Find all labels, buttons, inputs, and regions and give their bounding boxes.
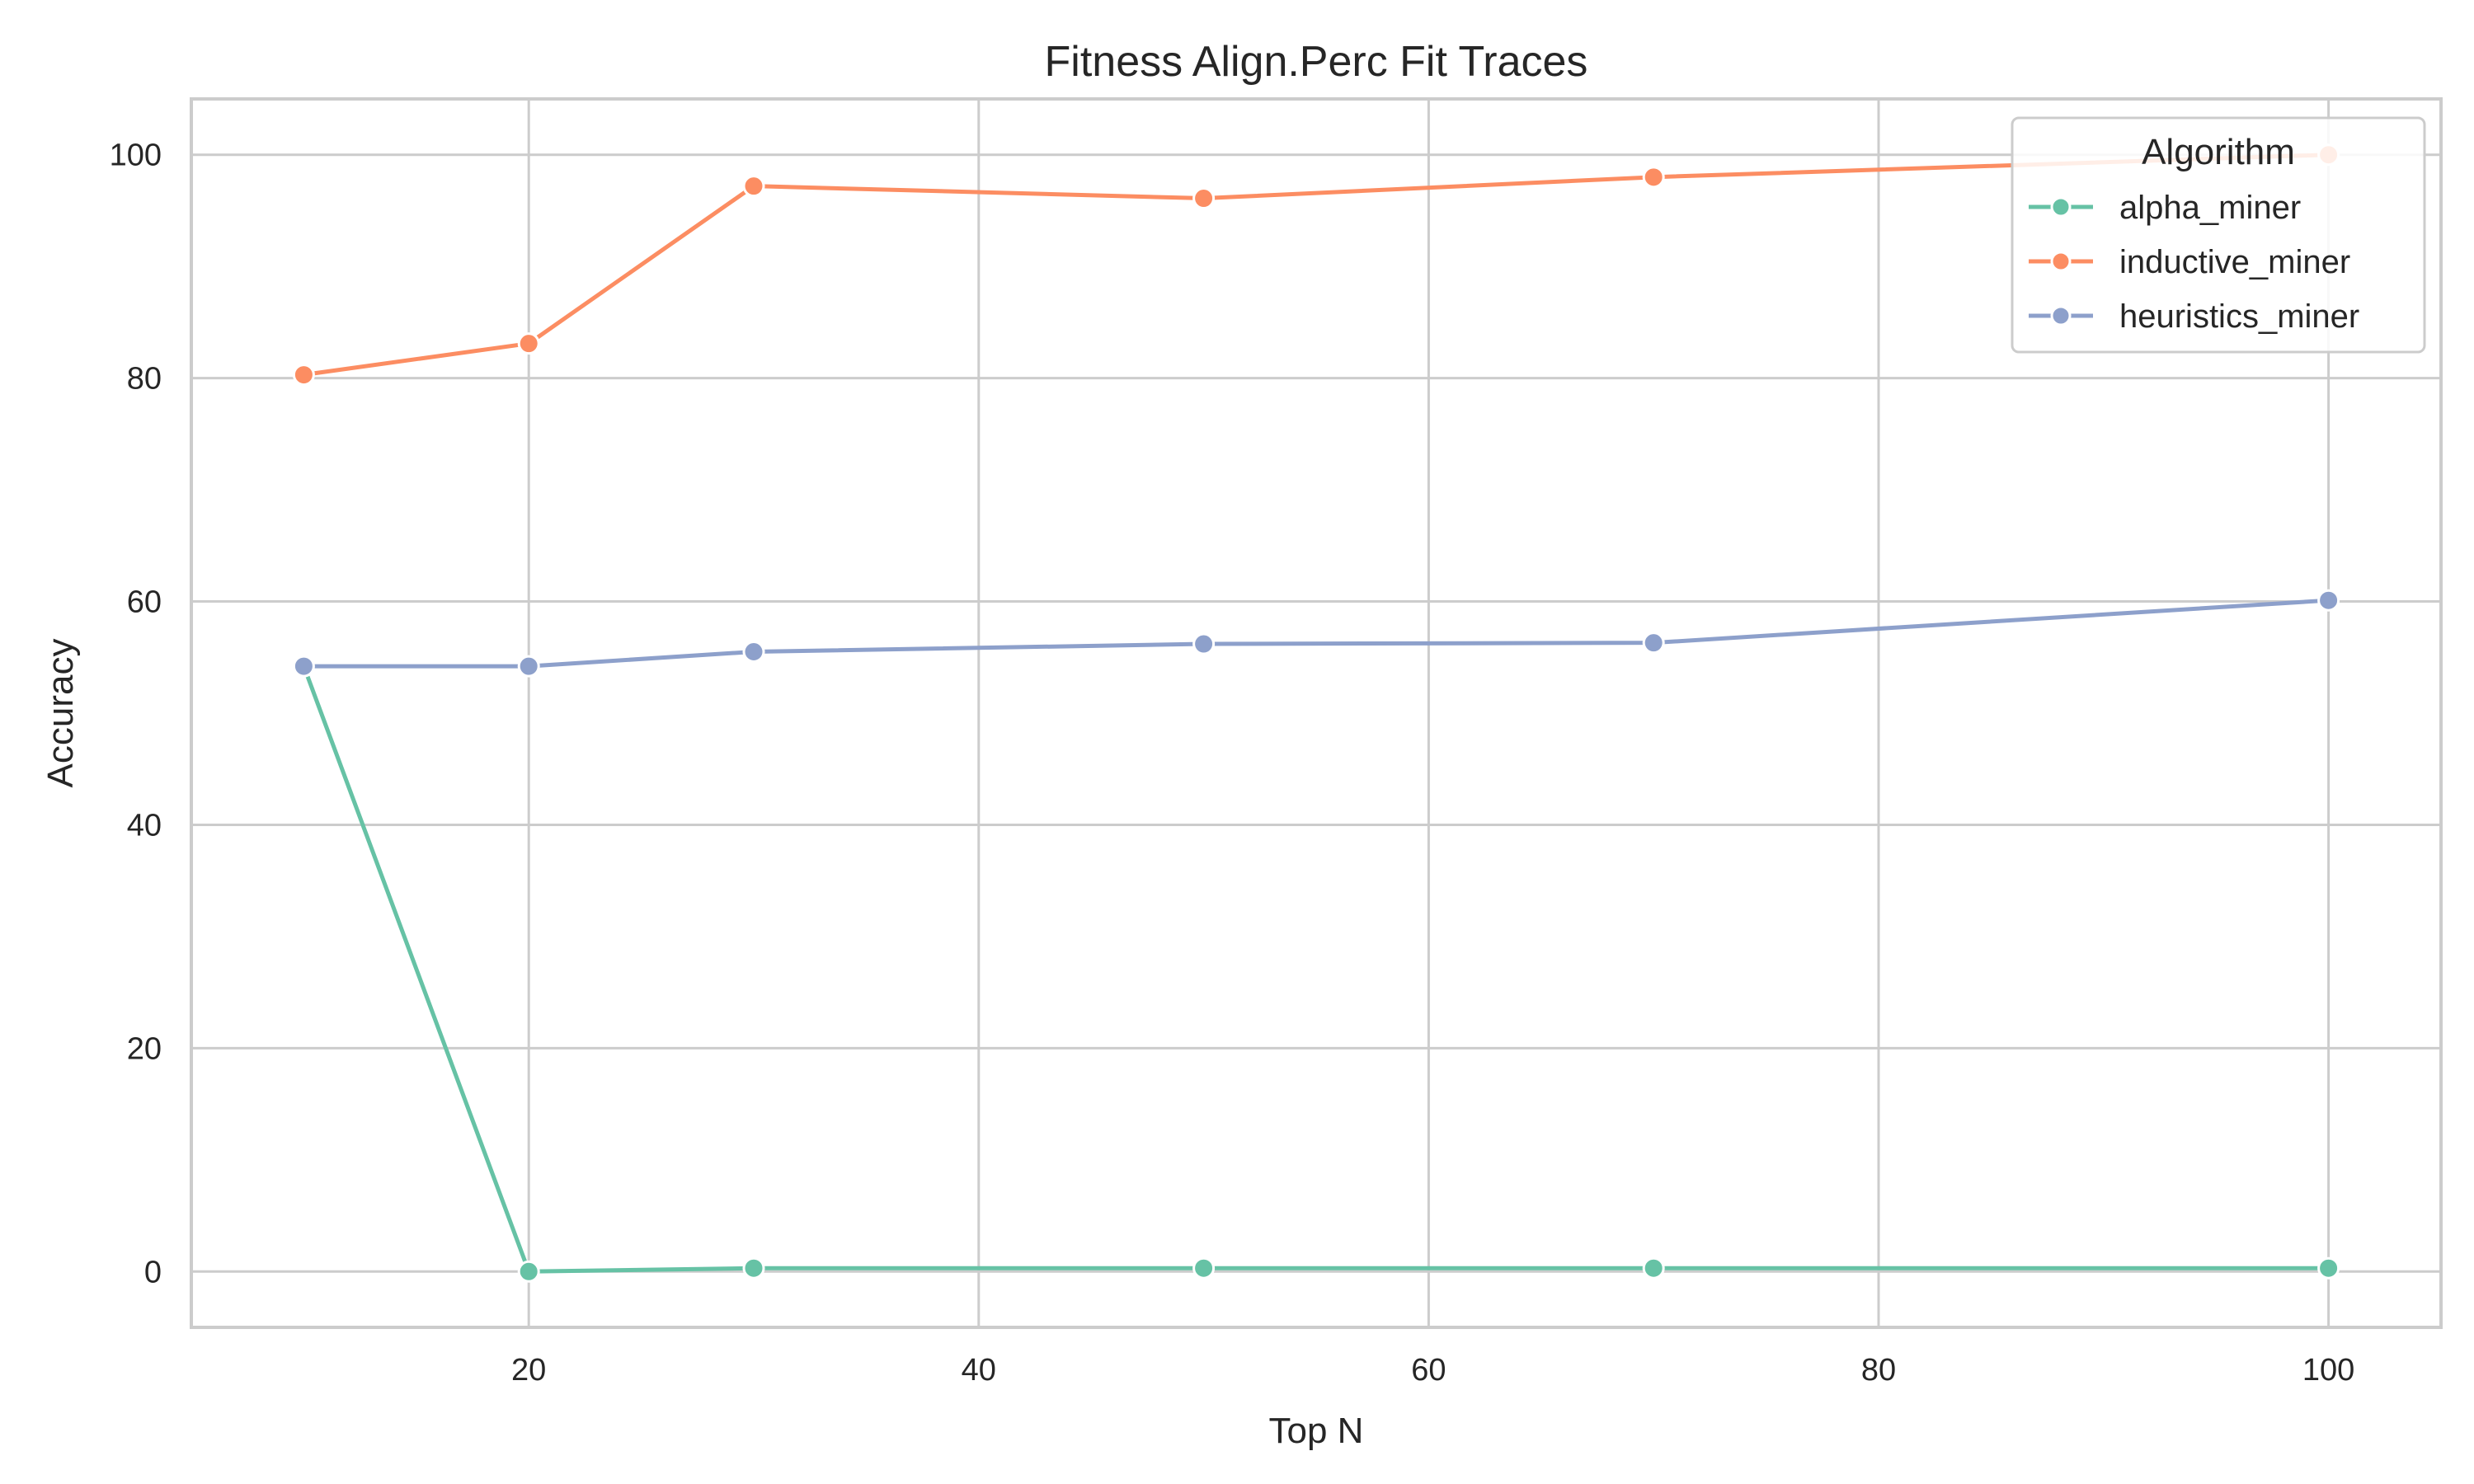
- legend-item-heuristics_miner: heuristics_miner: [2029, 298, 2359, 335]
- x-tick-label: 20: [511, 1353, 546, 1388]
- data-point: [292, 655, 315, 678]
- data-point: [742, 641, 765, 663]
- plot-frame: [190, 97, 2443, 1329]
- x-tick-label: 60: [1411, 1353, 1446, 1388]
- x-tick-label: 40: [962, 1353, 996, 1388]
- data-point: [517, 655, 540, 678]
- series-inductive_miner: [292, 143, 2340, 387]
- data-point: [517, 332, 540, 355]
- legend-marker: [2050, 305, 2072, 326]
- y-axis-ticks: 0 20 40 60 80 100: [110, 139, 162, 1290]
- data-point: [517, 1260, 540, 1283]
- data-point: [1642, 1256, 1665, 1280]
- data-point: [1192, 632, 1216, 655]
- data-point: [2317, 589, 2340, 612]
- legend-item-alpha_miner: alpha_miner: [2029, 190, 2301, 226]
- series-line-alpha_miner: [302, 665, 2329, 1274]
- x-axis-ticks: 20 40 60 80 100: [511, 1353, 2354, 1388]
- data-point: [742, 1256, 765, 1280]
- data-point: [292, 364, 315, 387]
- y-tick-label: 100: [110, 139, 162, 173]
- legend-marker: [2050, 196, 2072, 218]
- y-tick-label: 40: [127, 808, 162, 843]
- y-tick-label: 20: [127, 1031, 162, 1066]
- data-point: [1642, 632, 1665, 655]
- y-tick-label: 0: [144, 1255, 162, 1289]
- data-point: [1192, 187, 1216, 210]
- series-layer: [292, 143, 2340, 1283]
- legend-item-inductive_miner: inductive_miner: [2029, 244, 2350, 280]
- y-axis-label: Accuracy: [40, 639, 81, 788]
- legend-items: alpha_miner inductive_miner heuristics_min…: [2029, 190, 2359, 335]
- data-point: [742, 175, 765, 198]
- y-tick-label: 60: [127, 585, 162, 620]
- legend-marker: [2050, 251, 2072, 272]
- legend-label: alpha_miner: [2119, 190, 2301, 226]
- series-heuristics_miner: [292, 589, 2340, 678]
- data-point: [2317, 1256, 2340, 1280]
- series-alpha_miner: [292, 655, 2340, 1283]
- y-tick-label: 80: [127, 362, 162, 397]
- legend-title: Algorithm: [2142, 132, 2295, 172]
- legend-box: [2011, 116, 2426, 354]
- x-tick-label: 100: [2302, 1353, 2354, 1388]
- chart-title: Fitness Align.Perc Fit Traces: [1045, 38, 1588, 86]
- series-line-heuristics_miner: [303, 598, 2329, 669]
- x-tick-label: 80: [1861, 1353, 1896, 1388]
- x-axis-label: Top N: [1269, 1411, 1364, 1451]
- legend: Algorithm alpha_miner inductive_minerheur…: [2011, 116, 2426, 354]
- series-line-inductive_miner: [303, 153, 2329, 378]
- legend-label: inductive_miner: [2119, 244, 2350, 280]
- data-point: [1642, 166, 1665, 189]
- legend-label: heuristics_miner: [2119, 298, 2359, 335]
- data-point: [1192, 1256, 1216, 1280]
